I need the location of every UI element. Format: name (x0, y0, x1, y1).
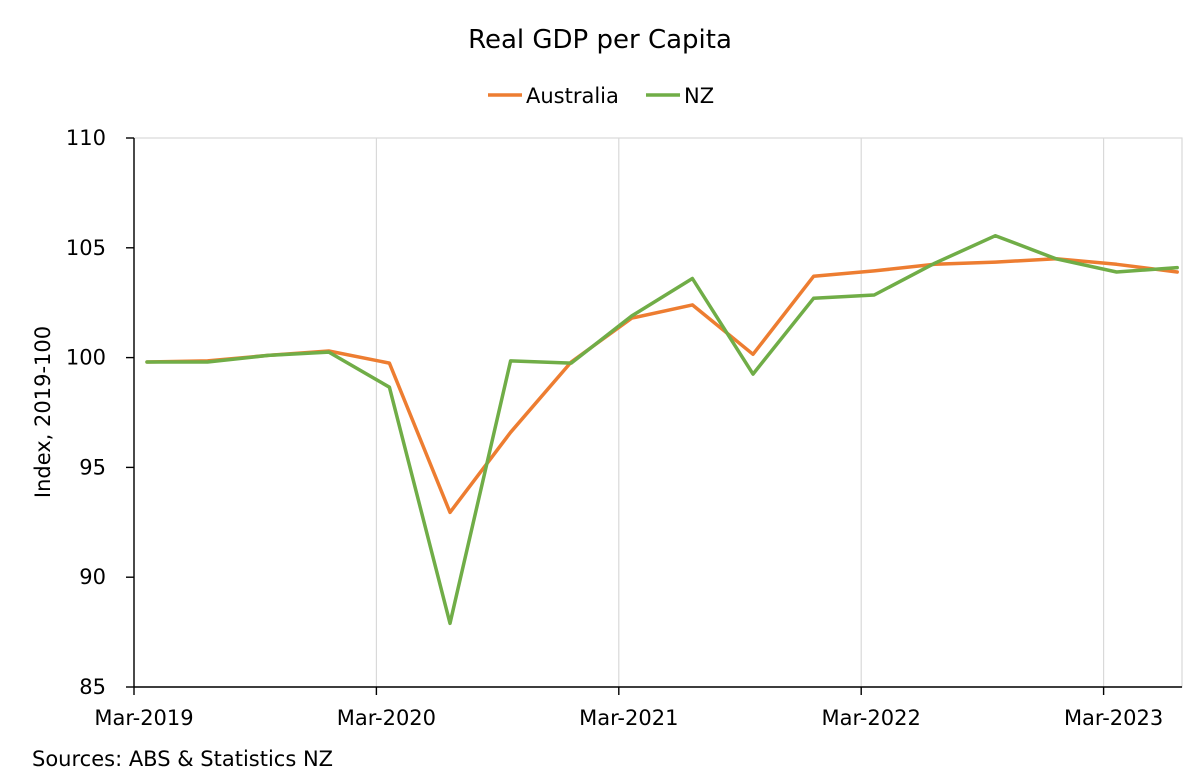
plot-border (133, 137, 1183, 688)
gridlines (133, 137, 1183, 688)
source-note: Sources: ABS & Statistics NZ (32, 747, 333, 771)
series-lines (145, 233, 1179, 626)
chart-title: Real GDP per Capita (468, 25, 732, 55)
y-axis-ticks: 85 90 95 100 105 110 (66, 126, 134, 699)
legend-label-nz: NZ (684, 84, 714, 108)
legend-label-australia: Australia (526, 84, 619, 108)
x-tick-label: Mar-2019 (94, 706, 193, 730)
x-tick-label: Mar-2020 (337, 706, 436, 730)
y-tick-label: 100 (66, 346, 106, 370)
x-tick-label: Mar-2022 (822, 706, 921, 730)
y-tick-label: 110 (66, 126, 106, 150)
y-tick-label: 105 (66, 236, 106, 260)
x-axis-ticks: Mar-2019 Mar-2020 Mar-2021 Mar-2022 Mar-2023 (94, 687, 1163, 730)
y-tick-label: 85 (79, 675, 106, 699)
y-tick-label: 95 (79, 455, 106, 479)
x-tick-label: Mar-2023 (1064, 706, 1163, 730)
series-line-nz (145, 233, 1179, 626)
y-axis-title: Index, 2019-100 (31, 326, 55, 498)
y-tick-label: 90 (79, 565, 106, 589)
x-tick-label: Mar-2021 (579, 706, 678, 730)
axes (133, 138, 1182, 688)
legend: Australia NZ (488, 84, 714, 108)
